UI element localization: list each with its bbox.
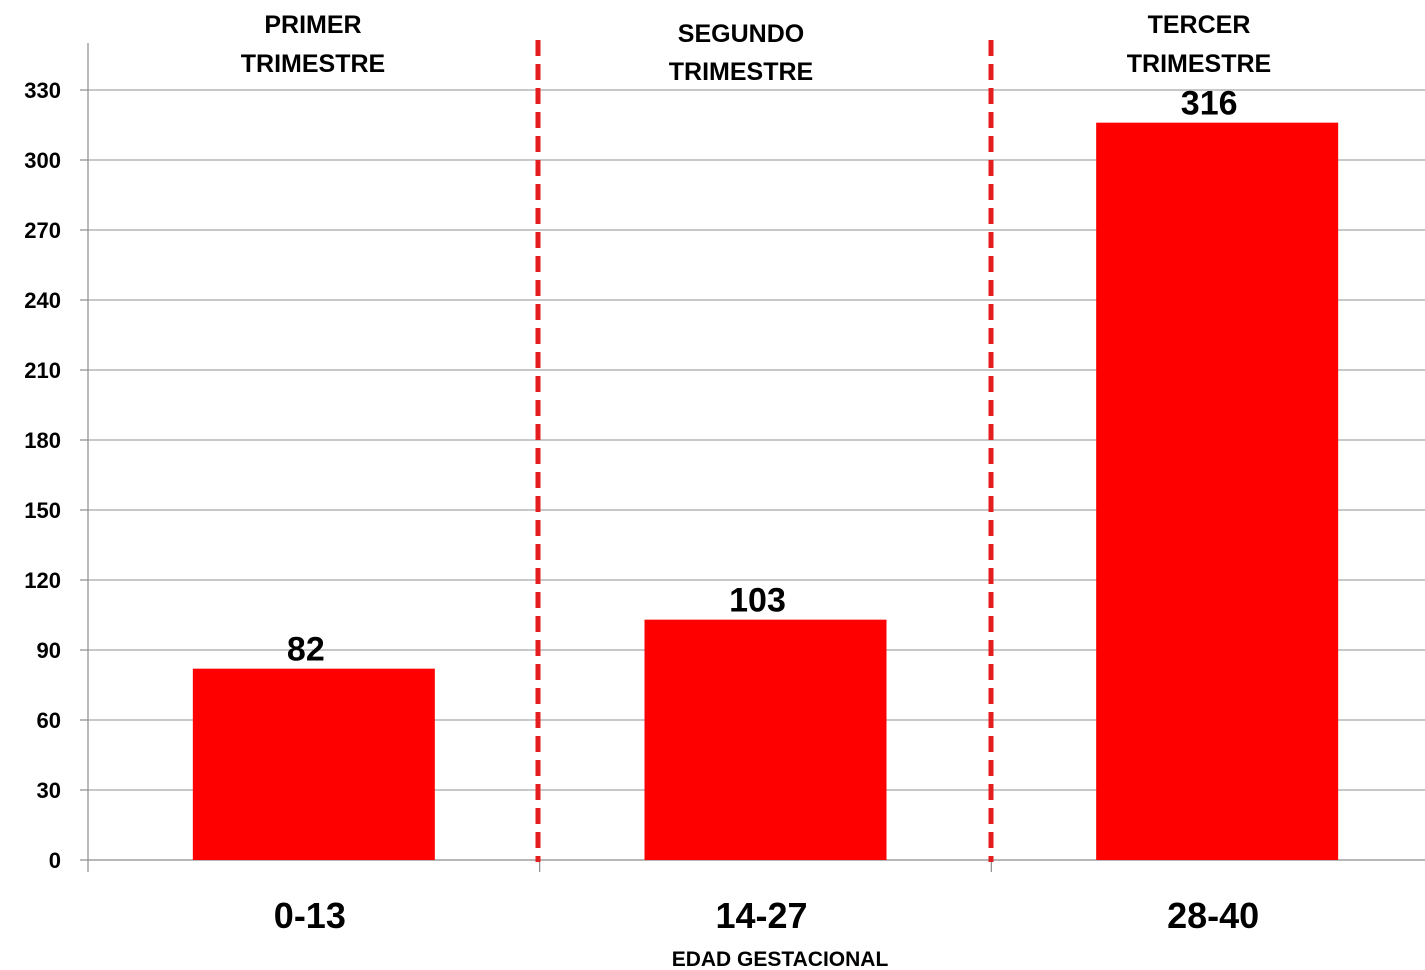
trimester-label-line2: TRIMESTRE bbox=[241, 50, 385, 78]
bar-0-13 bbox=[192, 668, 435, 860]
x-category-label: 28-40 bbox=[1167, 895, 1259, 936]
trimester-label-line2: TRIMESTRE bbox=[669, 58, 813, 86]
trimester-label-line1: SEGUNDO bbox=[678, 20, 804, 48]
y-tick-label: 30 bbox=[37, 778, 61, 803]
value-label: 103 bbox=[729, 582, 786, 620]
y-tick-label: 180 bbox=[24, 428, 61, 453]
bars bbox=[192, 122, 1339, 860]
labels: 0 30 60 90 120 150 180 210 240 270 300 330 82 0-13 103… bbox=[24, 11, 1271, 936]
y-tick-label: 120 bbox=[24, 568, 61, 593]
trimester-label-line1: TERCER bbox=[1148, 11, 1251, 39]
y-tick-label: 150 bbox=[24, 498, 61, 523]
bar-28-40 bbox=[1096, 122, 1339, 860]
value-label: 82 bbox=[287, 631, 325, 669]
y-tick-label: 270 bbox=[24, 218, 61, 243]
y-tick-label: 210 bbox=[24, 358, 61, 383]
y-tick-label: 0 bbox=[49, 848, 61, 873]
x-axis-title: EDAD GESTACIONAL bbox=[672, 948, 889, 970]
bar-14-27 bbox=[644, 619, 887, 860]
value-label: 316 bbox=[1181, 85, 1238, 123]
x-category-label: 0-13 bbox=[274, 895, 346, 936]
y-tick-label: 240 bbox=[24, 288, 61, 313]
y-tick-label: 90 bbox=[37, 638, 61, 663]
trimester-dividers bbox=[535, 40, 994, 862]
x-category-label: 14-27 bbox=[715, 895, 807, 936]
trimester-label-line2: TRIMESTRE bbox=[1127, 50, 1271, 78]
y-tick-label: 300 bbox=[24, 148, 61, 173]
y-tick-label: 330 bbox=[24, 78, 61, 103]
y-tick-label: 60 bbox=[37, 708, 61, 733]
trimester-label-line1: PRIMER bbox=[264, 11, 361, 39]
